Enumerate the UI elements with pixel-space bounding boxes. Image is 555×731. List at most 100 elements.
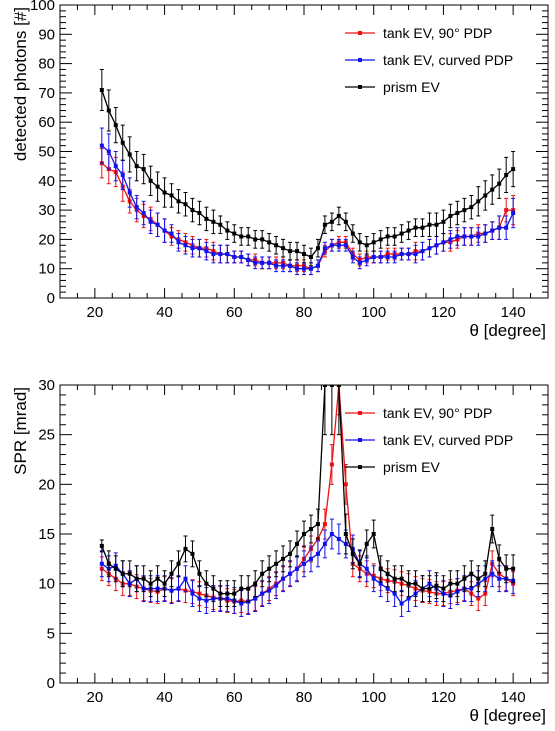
y-axis-label: SPR [mrad] [11,387,30,475]
data-point [183,243,188,248]
data-point [469,571,474,576]
data-point [322,385,327,387]
x-tick-label: 140 [501,304,526,321]
plot-panel-1: 20 40 60 80 100 120 140 0 10 20 30 40 50 60 70 80 90 100 θ… [11,0,549,340]
data-point [141,211,146,216]
data-point [176,240,181,245]
data-point [253,237,258,242]
data-point [169,588,174,593]
legend-entry: prism EV [383,459,440,475]
data-point [329,243,334,248]
data-point [260,591,265,596]
data-point [253,581,258,586]
data-point [302,266,306,271]
data-point [476,234,481,239]
data-point [448,581,453,586]
data-point [483,571,488,576]
data-point [329,462,334,467]
data-point [155,222,160,227]
data-point [336,213,341,218]
data-point [406,252,411,257]
data-point [378,581,383,586]
data-point [113,164,118,169]
data-point [413,581,418,586]
data-point [169,193,174,198]
series-group [99,385,516,617]
data-point [469,205,474,210]
data-point [364,243,369,248]
y-tick-label: 60 [38,114,55,131]
x-tick-label: 100 [361,689,386,706]
data-point [469,234,474,239]
x-tick-label: 140 [501,689,526,706]
data-point [392,254,397,259]
data-point [246,257,251,262]
x-tick-label: 80 [296,689,313,706]
data-point [99,143,104,148]
data-point [281,246,286,251]
data-point [343,219,348,224]
data-point [176,586,181,591]
legend-marker [358,438,362,442]
x-tick-label: 120 [431,689,456,706]
data-point [427,222,432,227]
data-point [204,249,209,254]
data-point [329,219,334,224]
data-point [274,583,279,588]
x-tick-label: 80 [296,304,313,321]
data-point [246,234,251,239]
data-point [427,246,432,251]
legend-marker [358,85,362,89]
data-point [448,237,453,242]
data-point [350,231,355,236]
data-point [288,249,293,254]
y-tick-label: 25 [38,427,55,444]
data-point [176,199,181,204]
data-point [476,199,481,204]
data-point [392,591,397,596]
legend-marker [358,31,362,35]
data-point [371,254,376,259]
data-point [455,581,460,586]
legend-entry: tank EV, 90° PDP [383,25,492,41]
data-point [141,576,146,581]
data-point [295,566,300,571]
x-axis-label: θ [degree] [469,706,546,725]
data-point [420,249,425,254]
legend-entry: tank EV, curved PDP [383,52,513,68]
data-point [288,571,293,576]
data-point [420,586,425,591]
data-point [190,246,195,251]
data-point [378,566,383,571]
data-point [490,571,495,576]
data-point [315,246,320,251]
data-point [295,541,300,546]
data-point [183,576,188,581]
data-point [267,260,272,265]
data-point [329,385,334,387]
data-point [343,243,348,248]
data-point [399,231,404,236]
data-point [504,225,509,230]
legend-entry: tank EV, 90° PDP [383,405,492,421]
data-point [169,231,174,236]
data-point [371,532,376,536]
data-point [364,566,369,571]
data-point [267,566,272,571]
data-point [434,222,439,227]
data-point [497,576,502,581]
data-point [336,536,341,541]
y-tick-label: 80 [38,56,55,73]
y-tick-label: 15 [38,526,55,543]
data-point [190,591,195,596]
x-tick-label: 60 [226,304,243,321]
data-point [441,586,446,591]
data-point [239,601,244,606]
plot-panel-2: 20 40 60 80 100 120 140 0 5 10 15 20 25 30 θ [degree] S… [11,377,549,725]
data-point [497,556,502,561]
data-point [99,543,104,548]
series-3 [99,385,516,608]
data-point [329,532,334,536]
data-point [274,243,279,248]
data-point [211,252,216,257]
